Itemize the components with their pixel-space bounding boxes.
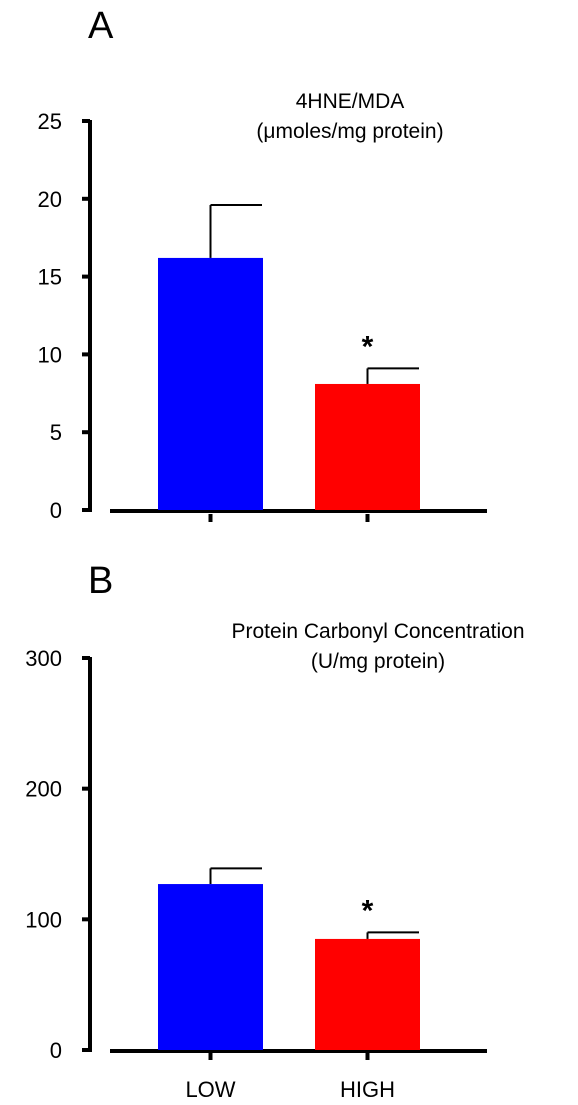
significance-marker: * (362, 894, 374, 927)
x-tick-label: LOW (185, 1077, 235, 1102)
bar-high (315, 938, 420, 1050)
bar-low (158, 884, 263, 1050)
bar-series-0 (158, 257, 263, 510)
chart-title: 4HNE/MDA (296, 90, 405, 113)
x-tick-label: HIGH (340, 1077, 395, 1102)
y-tick-label: 0 (50, 498, 62, 523)
significance-marker: * (362, 330, 374, 363)
y-tick-label: 200 (25, 777, 62, 802)
y-tick-label: 25 (38, 109, 62, 134)
chart-title: Protein Carbonyl Concentration (232, 620, 525, 643)
panel-letter: B (88, 560, 113, 602)
panel-letter: A (88, 5, 114, 47)
chart-subtitle: (μmoles/mg protein) (256, 120, 443, 143)
bar-series-1 (315, 383, 420, 510)
y-tick-label: 300 (25, 646, 62, 671)
y-tick-label: 5 (50, 420, 62, 445)
y-tick-label: 0 (50, 1038, 62, 1063)
chart-subtitle: (U/mg protein) (311, 650, 445, 673)
y-tick-label: 100 (25, 907, 62, 932)
y-tick-label: 15 (38, 265, 62, 290)
y-tick-label: 20 (38, 187, 62, 212)
y-tick-label: 10 (38, 342, 62, 367)
